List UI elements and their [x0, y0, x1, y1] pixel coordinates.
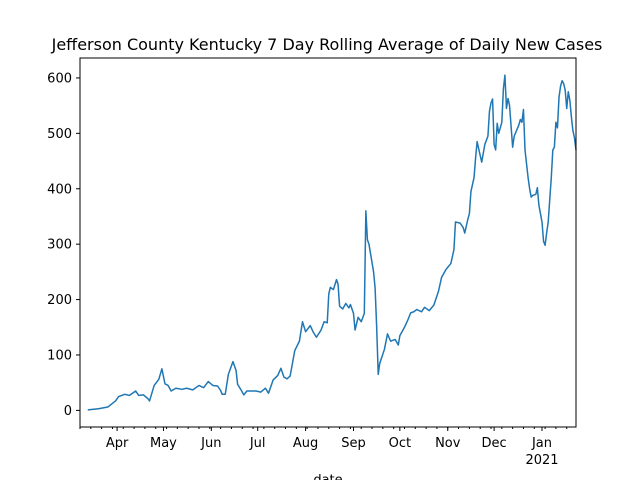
x-tick-label: Oct — [389, 436, 411, 451]
x-tick-label: Dec — [482, 436, 507, 451]
y-tick-label: 0 — [64, 404, 72, 419]
x-tick-year-label: 2021 — [525, 453, 558, 468]
x-tick-label: Jan — [531, 436, 552, 451]
y-tick-label: 300 — [47, 238, 72, 253]
y-tick-label: 500 — [47, 127, 72, 142]
plot-area — [87, 74, 577, 411]
axes-frame — [79, 57, 577, 428]
x-tick-label: Nov — [435, 436, 461, 451]
x-tick-label: May — [150, 436, 177, 451]
x-tick-label: Sep — [341, 436, 366, 451]
x-tick-label: Jul — [249, 436, 266, 451]
series-line — [87, 74, 577, 411]
x-tick-label: Jun — [200, 436, 221, 451]
y-tick-label: 200 — [47, 293, 72, 308]
y-axis: 0 100 200 300 400 500 600 — [47, 71, 80, 419]
y-tick-label: 400 — [47, 182, 72, 197]
x-axis-label: date — [313, 473, 342, 480]
y-tick-label: 100 — [47, 348, 72, 363]
y-tick-label: 600 — [47, 71, 72, 86]
x-axis: Apr May Jun Jul Aug Sep Oct Nov Dec Jan 2021 — [79, 427, 568, 468]
x-tick-label: Apr — [106, 436, 129, 451]
x-tick-label: Aug — [293, 436, 318, 451]
chart-title: Jefferson County Kentucky 7 Day Rolling … — [51, 35, 603, 54]
